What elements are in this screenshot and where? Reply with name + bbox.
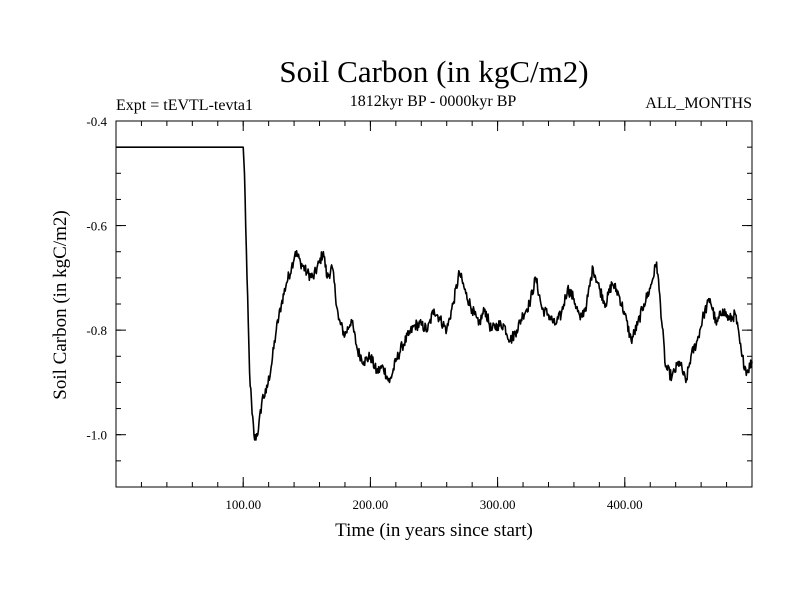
- x-tick-label: 400.00: [607, 497, 643, 512]
- soil-carbon-series-line: [116, 146, 753, 441]
- experiment-label: Expt = tEVTL-tevta1: [116, 97, 253, 114]
- months-label: ALL_MONTHS: [645, 95, 752, 112]
- x-tick-label: 200.00: [353, 497, 389, 512]
- tick-labels: 100.00 200.00 300.00 400.00 -0.4 -0.6 -0.8 -1.0: [86, 114, 642, 512]
- y-tick-label: -0.4: [86, 114, 107, 129]
- y-tick-label: -0.6: [86, 219, 107, 234]
- series-layer: [116, 146, 753, 441]
- axis-ticks: [116, 120, 752, 487]
- y-axis-label: Soil Carbon (in kgC/m2): [50, 210, 71, 399]
- y-tick-label: -0.8: [86, 323, 107, 338]
- x-tick-label: 300.00: [480, 497, 516, 512]
- x-tick-label: 100.00: [225, 497, 261, 512]
- time-range-label: 1812kyr BP - 0000kyr BP: [350, 93, 517, 110]
- chart-title: Soil Carbon (in kgC/m2): [279, 54, 588, 89]
- x-axis-label: Time (in years since start): [335, 520, 533, 541]
- plot-area-frame: [115, 120, 753, 488]
- y-tick-label: -1.0: [86, 428, 107, 443]
